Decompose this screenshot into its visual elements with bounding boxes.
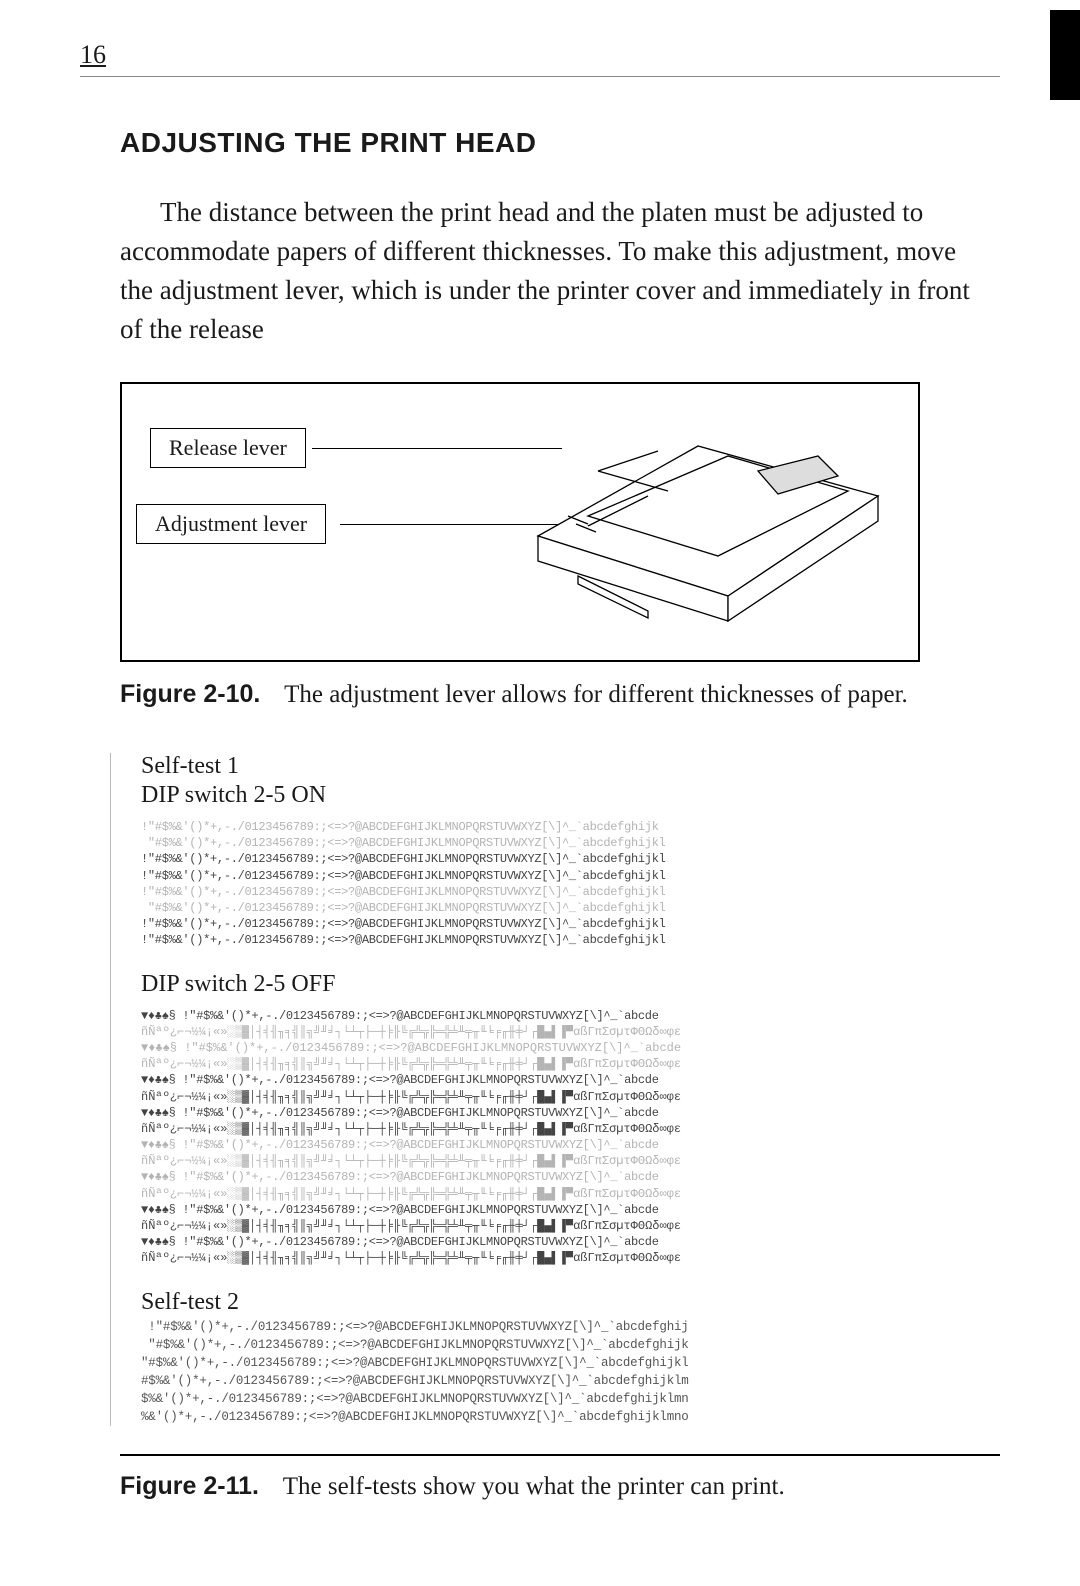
- adjustment-lever-label: Adjustment lever: [136, 504, 326, 544]
- figure-caption-text: The adjustment lever allows for differen…: [284, 681, 908, 708]
- page-number: 16: [80, 40, 1000, 70]
- figure-caption-text: The self-tests show you what the printer…: [283, 1473, 785, 1500]
- selftest2-output: !"#$%&'()*+,-./0123456789:;<=>?@ABCDEFGH…: [141, 1318, 1000, 1427]
- figure-2-10: Release lever Adjustment lever: [120, 382, 920, 662]
- body-paragraph: The distance between the print head and …: [120, 193, 970, 350]
- selftest1-heading: Self-test 1: [141, 753, 1000, 780]
- dip-on-label: DIP switch 2-5 ON: [141, 782, 1000, 809]
- figure-number: Figure 2-10.: [120, 680, 260, 708]
- printer-illustration: [528, 416, 888, 626]
- figure-number: Figure 2-11.: [120, 1472, 259, 1500]
- leader-line: [312, 448, 562, 449]
- crop-mark: [1050, 10, 1080, 100]
- selftest-block: Self-test 1 DIP switch 2-5 ON !"#$%&'()*…: [110, 753, 1000, 1426]
- selftest1-off-output: ▼♦♣♠§ !"#$%&'()*+,-./0123456789:;<=>?@AB…: [141, 1008, 1000, 1267]
- document-page: 16 ADJUSTING THE PRINT HEAD The distance…: [0, 0, 1080, 1586]
- section-heading: ADJUSTING THE PRINT HEAD: [120, 127, 1000, 159]
- selftest2-heading: Self-test 2: [141, 1289, 1000, 1316]
- dip-off-label: DIP switch 2-5 OFF: [141, 971, 1000, 998]
- figure-2-10-caption: Figure 2-10. The adjustment lever allows…: [120, 676, 1000, 714]
- figure-2-11-caption: Figure 2-11. The self-tests show you wha…: [120, 1468, 1000, 1506]
- release-lever-label: Release lever: [150, 428, 306, 468]
- header-rule: [80, 76, 1000, 77]
- figure-rule: [120, 1454, 1000, 1456]
- selftest1-on-output: !"#$%&'()*+,-./0123456789:;<=>?@ABCDEFGH…: [141, 819, 1000, 949]
